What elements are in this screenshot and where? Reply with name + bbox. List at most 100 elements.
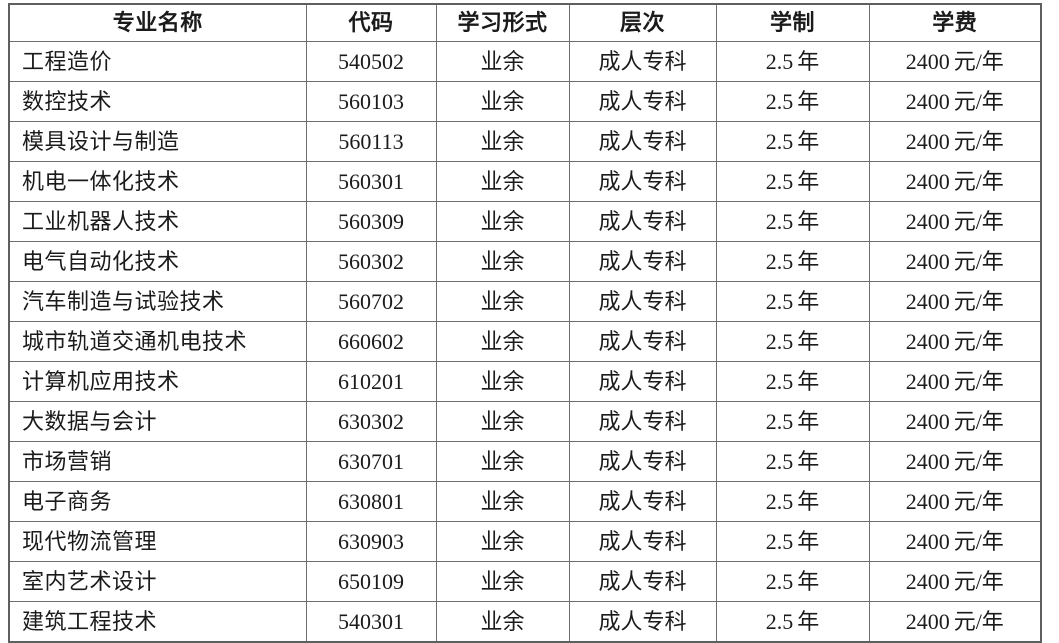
cell-level: 成人专科 [568,561,717,602]
table-row: 机电一体化技术 560301 业余 成人专科 2.5 年 2400 元/年 [8,161,1042,202]
cell-major-name: 模具设计与制造 [8,121,307,162]
column-header-code: 代码 [305,3,437,42]
cell-study-form: 业余 [435,401,570,442]
cell-duration: 2.5 年 [715,81,870,122]
duration-value: 2.5 [765,449,794,474]
cell-tuition-fee: 2400 元/年 [868,41,1042,82]
cell-duration: 2.5 年 [715,521,870,562]
fee-value: 2400 [905,329,950,354]
cell-study-form: 业余 [435,481,570,522]
table-row: 室内艺术设计 650109 业余 成人专科 2.5 年 2400 元/年 [8,561,1042,602]
cell-level: 成人专科 [568,521,717,562]
duration-unit: 年 [797,569,820,594]
cell-study-form: 业余 [435,41,570,82]
fee-unit: 元/年 [953,249,1004,274]
fee-value: 2400 [905,609,950,634]
cell-tuition-fee: 2400 元/年 [868,561,1042,602]
table-row: 计算机应用技术 610201 业余 成人专科 2.5 年 2400 元/年 [8,361,1042,402]
table-header: 专业名称 代码 学习形式 层次 学制 学费 [8,3,1042,42]
cell-tuition-fee: 2400 元/年 [868,401,1042,442]
cell-study-form: 业余 [435,321,570,362]
cell-major-code: 610201 [305,361,437,402]
duration-value: 2.5 [765,529,794,554]
table-row: 电气自动化技术 560302 业余 成人专科 2.5 年 2400 元/年 [8,241,1042,282]
fee-unit: 元/年 [953,169,1004,194]
cell-major-name: 大数据与会计 [8,401,307,442]
cell-level: 成人专科 [568,441,717,482]
fee-value: 2400 [905,249,950,274]
cell-major-name: 室内艺术设计 [8,561,307,602]
fee-unit: 元/年 [953,369,1004,394]
cell-tuition-fee: 2400 元/年 [868,441,1042,482]
cell-level: 成人专科 [568,241,717,282]
fee-value: 2400 [905,289,950,314]
fee-value: 2400 [905,369,950,394]
fee-value: 2400 [905,209,950,234]
cell-duration: 2.5 年 [715,361,870,402]
cell-major-code: 560301 [305,161,437,202]
cell-level: 成人专科 [568,201,717,242]
duration-unit: 年 [797,449,820,474]
cell-level: 成人专科 [568,481,717,522]
cell-major-code: 630302 [305,401,437,442]
duration-unit: 年 [797,369,820,394]
cell-level: 成人专科 [568,161,717,202]
cell-level: 成人专科 [568,41,717,82]
header-row: 专业名称 代码 学习形式 层次 学制 学费 [8,3,1042,42]
cell-study-form: 业余 [435,441,570,482]
column-header-level: 层次 [568,3,717,42]
duration-value: 2.5 [765,289,794,314]
cell-study-form: 业余 [435,161,570,202]
table-row: 大数据与会计 630302 业余 成人专科 2.5 年 2400 元/年 [8,401,1042,442]
cell-duration: 2.5 年 [715,241,870,282]
cell-major-name: 电子商务 [8,481,307,522]
cell-duration: 2.5 年 [715,121,870,162]
fee-unit: 元/年 [953,449,1004,474]
duration-value: 2.5 [765,329,794,354]
duration-unit: 年 [797,209,820,234]
table-row: 市场营销 630701 业余 成人专科 2.5 年 2400 元/年 [8,441,1042,482]
majors-table: 专业名称 代码 学习形式 层次 学制 学费 工程造价 540502 业余 成人专科 2.… [8,3,1042,643]
duration-unit: 年 [797,489,820,514]
cell-major-code: 540502 [305,41,437,82]
duration-unit: 年 [797,89,820,114]
cell-tuition-fee: 2400 元/年 [868,121,1042,162]
cell-tuition-fee: 2400 元/年 [868,521,1042,562]
fee-unit: 元/年 [953,329,1004,354]
fee-unit: 元/年 [953,209,1004,234]
table-row: 汽车制造与试验技术 560702 业余 成人专科 2.5 年 2400 元/年 [8,281,1042,322]
cell-level: 成人专科 [568,121,717,162]
table-row: 电子商务 630801 业余 成人专科 2.5 年 2400 元/年 [8,481,1042,522]
duration-value: 2.5 [765,129,794,154]
table-row: 数控技术 560103 业余 成人专科 2.5 年 2400 元/年 [8,81,1042,122]
cell-study-form: 业余 [435,601,570,643]
cell-tuition-fee: 2400 元/年 [868,321,1042,362]
fee-value: 2400 [905,489,950,514]
cell-major-name: 汽车制造与试验技术 [8,281,307,322]
fee-value: 2400 [905,529,950,554]
duration-value: 2.5 [765,409,794,434]
cell-major-code: 650109 [305,561,437,602]
duration-unit: 年 [797,529,820,554]
fee-value: 2400 [905,409,950,434]
table-body: 工程造价 540502 业余 成人专科 2.5 年 2400 元/年 数控技术 560103 业余成… [8,41,1042,643]
cell-major-name: 机电一体化技术 [8,161,307,202]
cell-study-form: 业余 [435,361,570,402]
cell-duration: 2.5 年 [715,441,870,482]
cell-major-code: 630701 [305,441,437,482]
cell-study-form: 业余 [435,201,570,242]
fee-value: 2400 [905,169,950,194]
cell-major-code: 560702 [305,281,437,322]
cell-study-form: 业余 [435,81,570,122]
duration-unit: 年 [797,329,820,354]
cell-study-form: 业余 [435,521,570,562]
fee-unit: 元/年 [953,49,1004,74]
duration-value: 2.5 [765,569,794,594]
cell-major-code: 540301 [305,601,437,643]
cell-level: 成人专科 [568,601,717,643]
table-row: 现代物流管理 630903 业余 成人专科 2.5 年 2400 元/年 [8,521,1042,562]
cell-major-name: 城市轨道交通机电技术 [8,321,307,362]
cell-major-name: 建筑工程技术 [8,601,307,643]
table-row: 城市轨道交通机电技术 660602 业余 成人专科 2.5 年 2400 元/年 [8,321,1042,362]
duration-value: 2.5 [765,249,794,274]
